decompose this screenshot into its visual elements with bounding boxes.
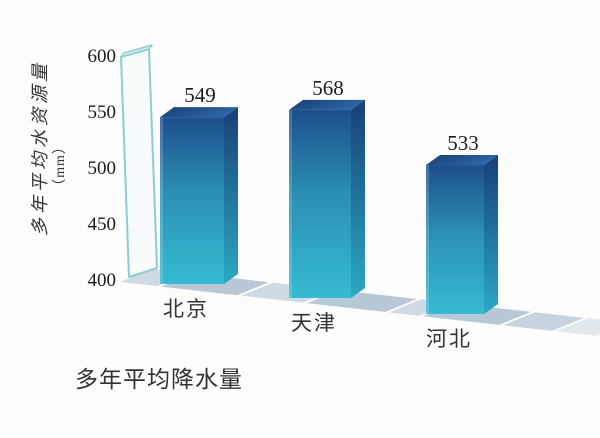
floor-tile <box>556 318 600 336</box>
bar-front-face <box>160 117 224 285</box>
bar-tianjin: 568 天津 <box>289 76 365 335</box>
y-axis-ticks: 600 550 500 450 400 <box>88 46 117 291</box>
x-category-label: 河北 <box>426 327 472 351</box>
bar-side-face <box>484 155 498 314</box>
y-tick-label: 600 <box>88 46 117 67</box>
x-category-label: 天津 <box>291 311 337 335</box>
bar-side-face <box>351 99 365 298</box>
y-axis-title: 多年平均水资源量 <box>30 60 50 236</box>
y-axis-glass-panel <box>120 44 158 278</box>
bar-top-face <box>160 107 238 118</box>
bar-edge-highlight <box>160 117 163 285</box>
bar-value-label: 533 <box>447 131 479 155</box>
bar-value-label: 549 <box>184 83 216 107</box>
y-tick-label: 450 <box>88 214 117 235</box>
bar-edge-highlight <box>426 165 429 314</box>
glass-panel-top-face <box>120 44 153 58</box>
glass-panel-front-face <box>120 48 158 278</box>
bar-side-face <box>224 107 238 285</box>
x-category-label: 北京 <box>163 297 209 321</box>
bar-top-face <box>289 99 365 110</box>
bar-edge-highlight <box>289 109 292 298</box>
floor-shadow-tile <box>503 312 584 331</box>
y-axis-unit: （mm） <box>52 139 68 193</box>
y-tick-label: 500 <box>88 158 117 179</box>
bar-front-face <box>289 109 351 298</box>
bar-value-label: 568 <box>312 76 344 100</box>
x-axis-caption: 多年平均降水量 <box>75 367 243 392</box>
bar-beijing: 549 北京 <box>160 83 238 321</box>
bar-top-face <box>426 155 498 166</box>
bars-group: 549 北京 568 天津 533 河北 <box>160 76 498 351</box>
bar-hebei: 533 河北 <box>426 131 498 351</box>
y-tick-label: 400 <box>88 270 117 291</box>
bar-front-face <box>426 165 484 314</box>
y-tick-label: 550 <box>88 102 117 123</box>
